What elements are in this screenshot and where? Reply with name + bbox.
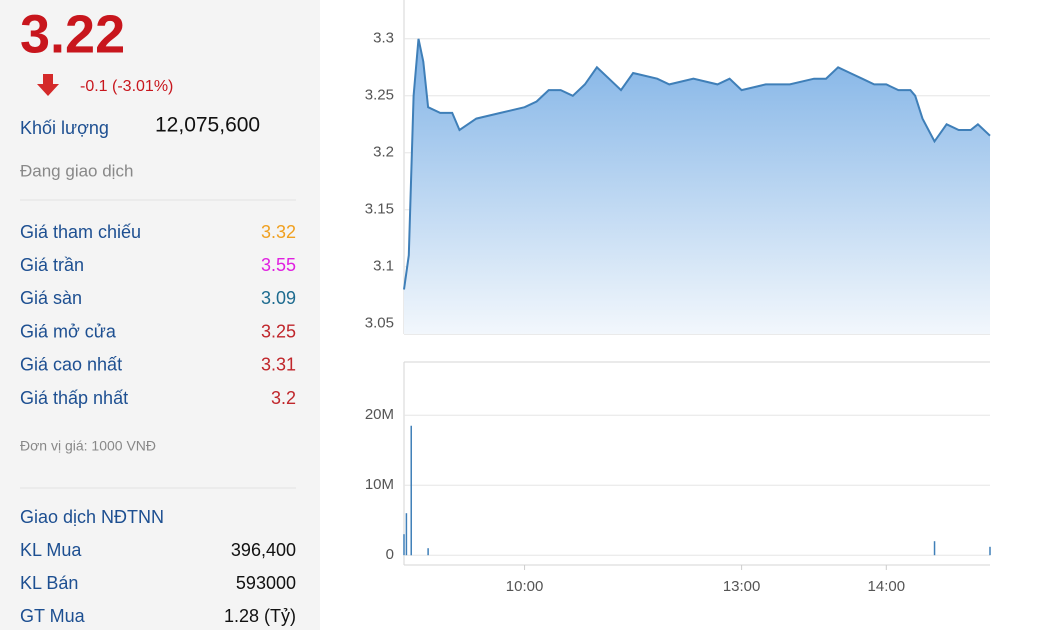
y-tick-label: 3.2 — [373, 144, 394, 161]
x-tick-label: 13:00 — [723, 578, 761, 595]
side-panel — [0, 0, 320, 630]
x-tick-label: 14:00 — [868, 578, 906, 595]
status: Đang giao dịch — [20, 161, 133, 180]
y-tick-label: 3.1 — [373, 258, 394, 275]
info-value: 3.2 — [271, 388, 296, 408]
down-arrow — [37, 74, 59, 96]
info-value: 3.31 — [261, 355, 296, 375]
info-label: Giá trần — [20, 255, 84, 275]
unit-note: Đơn vị giá: 1000 VNĐ — [20, 438, 156, 454]
foreign-value: 396,400 — [231, 540, 296, 560]
volume-label: Khối lượng — [20, 118, 109, 138]
info-value: 3.32 — [261, 222, 296, 242]
y-tick-label: 3.25 — [365, 87, 394, 104]
foreign-value: 593000 — [236, 573, 296, 593]
line — [403, 38, 991, 290]
y-tick-label: 10M — [365, 476, 394, 493]
info-value: 3.25 — [261, 321, 296, 341]
area — [404, 38, 990, 335]
foreign-value: 1.28 (Tỷ) — [224, 606, 296, 626]
x-tick-label: 10:00 — [506, 578, 544, 595]
info-label: Giá tham chiếu — [20, 222, 141, 242]
foreign-title: Giao dịch NĐTNN — [20, 507, 164, 527]
volume: 12,075,600 — [155, 114, 260, 137]
price: 3.22 — [20, 4, 125, 64]
y-tick-label: 3.15 — [365, 201, 394, 218]
info-label: Giá sàn — [20, 288, 82, 308]
y-tick-label: 3.3 — [373, 30, 394, 47]
foreign-label: KL Mua — [20, 540, 82, 560]
y-tick-label: 3.05 — [365, 315, 394, 332]
info-label: Giá mở cửa — [20, 321, 117, 341]
y-tick-label: 0 — [386, 546, 394, 563]
info-label: Giá thấp nhất — [20, 388, 128, 408]
y-tick-label: 20M — [365, 406, 394, 423]
info-label: Giá cao nhất — [20, 355, 122, 375]
change: -0.1 (-3.01%) — [80, 78, 173, 95]
info-value: 3.09 — [261, 288, 296, 308]
foreign-label: GT Mua — [20, 606, 86, 626]
foreign-label: KL Bán — [20, 573, 78, 593]
info-value: 3.55 — [261, 255, 296, 275]
